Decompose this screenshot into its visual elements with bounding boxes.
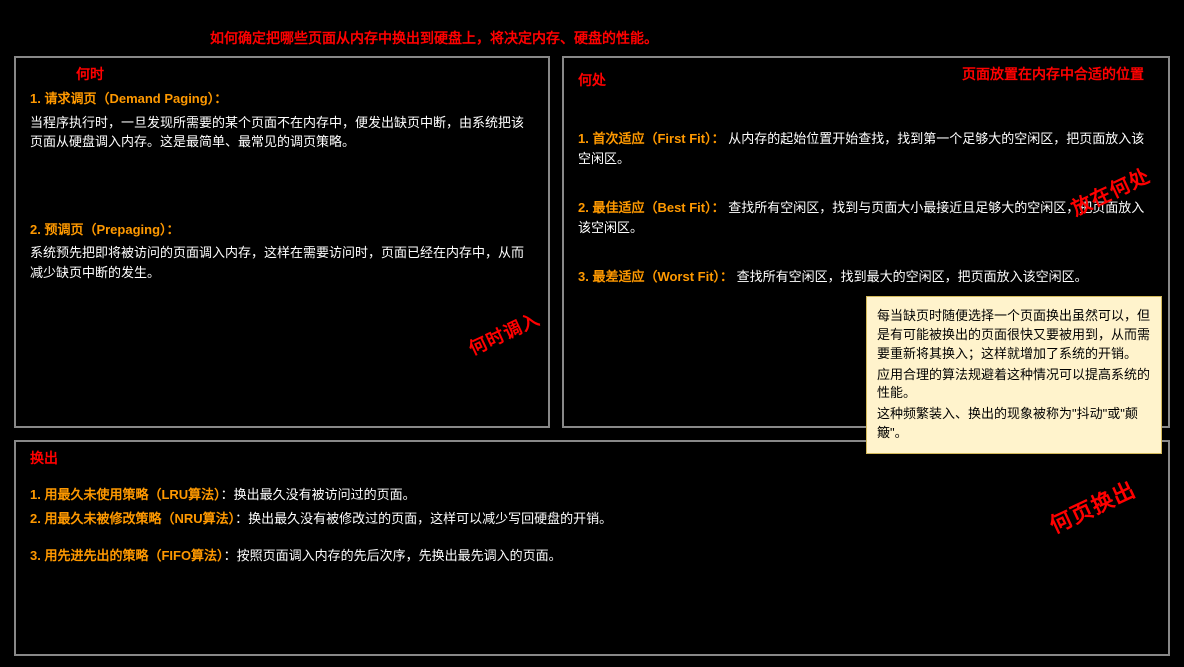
panel-where-note: 页面放置在内存中合适的位置 bbox=[962, 64, 1144, 91]
best-fit-head: 2. 最佳适应（Best Fit）： bbox=[578, 200, 725, 215]
fifo-body: ：按照页面调入内存的先后次序，先换出最先调入的页面。 bbox=[224, 548, 562, 563]
panel-swap: 换出 1. 用最久未使用策略（LRU算法）：换出最久没有被访问过的页面。 2. … bbox=[14, 440, 1170, 656]
panel-when-title: 何时 bbox=[76, 60, 114, 82]
note-p3: 这种频繁装入、换出的现象被称为"抖动"或"颠簸"。 bbox=[877, 405, 1151, 443]
worst-fit-body: 查找所有空闲区，找到最大的空闲区，把页面放入该空闲区。 bbox=[737, 269, 1088, 284]
first-fit-head: 1. 首次适应（First Fit）： bbox=[578, 131, 725, 146]
note-p1: 每当缺页时随便选择一个页面换出虽然可以，但是有可能被换出的页面很快又要被用到，从… bbox=[877, 307, 1151, 364]
nru-head: 2. 用最久未被修改策略（NRU算法） bbox=[30, 511, 235, 526]
demand-paging-head: 1. 请求调页（Demand Paging）： bbox=[30, 91, 227, 106]
note-p2: 应用合理的算法规避着这种情况可以提高系统的性能。 bbox=[877, 366, 1151, 404]
stamp-when: 何时调入 bbox=[464, 305, 544, 361]
top-warning: 如何确定把哪些页面从内存中换出到硬盘上，将决定内存、硬盘的性能。 bbox=[210, 28, 658, 48]
panel-where-title: 何处 bbox=[578, 64, 616, 91]
lru-head: 1. 用最久未使用策略（LRU算法） bbox=[30, 487, 221, 502]
thrashing-note: 每当缺页时随便选择一个页面换出虽然可以，但是有可能被换出的页面很快又要被用到，从… bbox=[866, 296, 1162, 454]
prepaging-head: 2. 预调页（Prepaging）： bbox=[30, 222, 180, 237]
lru-body: ：换出最久没有被访问过的页面。 bbox=[221, 487, 416, 502]
nru-body: ：换出最久没有被修改过的页面，这样可以减少写回硬盘的开销。 bbox=[235, 511, 612, 526]
demand-paging-body: 当程序执行时，一旦发现所需要的某个页面不在内存中，便发出缺页中断，由系统把该页面… bbox=[30, 113, 534, 152]
prepaging-body: 系统预先把即将被访问的页面调入内存，这样在需要访问时，页面已经在内存中，从而减少… bbox=[30, 243, 534, 282]
panel-swap-title: 换出 bbox=[30, 444, 68, 466]
worst-fit-head: 3. 最差适应（Worst Fit）： bbox=[578, 269, 733, 284]
panel-when: 何时 1. 请求调页（Demand Paging）： 当程序执行时，一旦发现所需… bbox=[14, 56, 550, 428]
fifo-head: 3. 用先进先出的策略（FIFO算法） bbox=[30, 548, 224, 563]
